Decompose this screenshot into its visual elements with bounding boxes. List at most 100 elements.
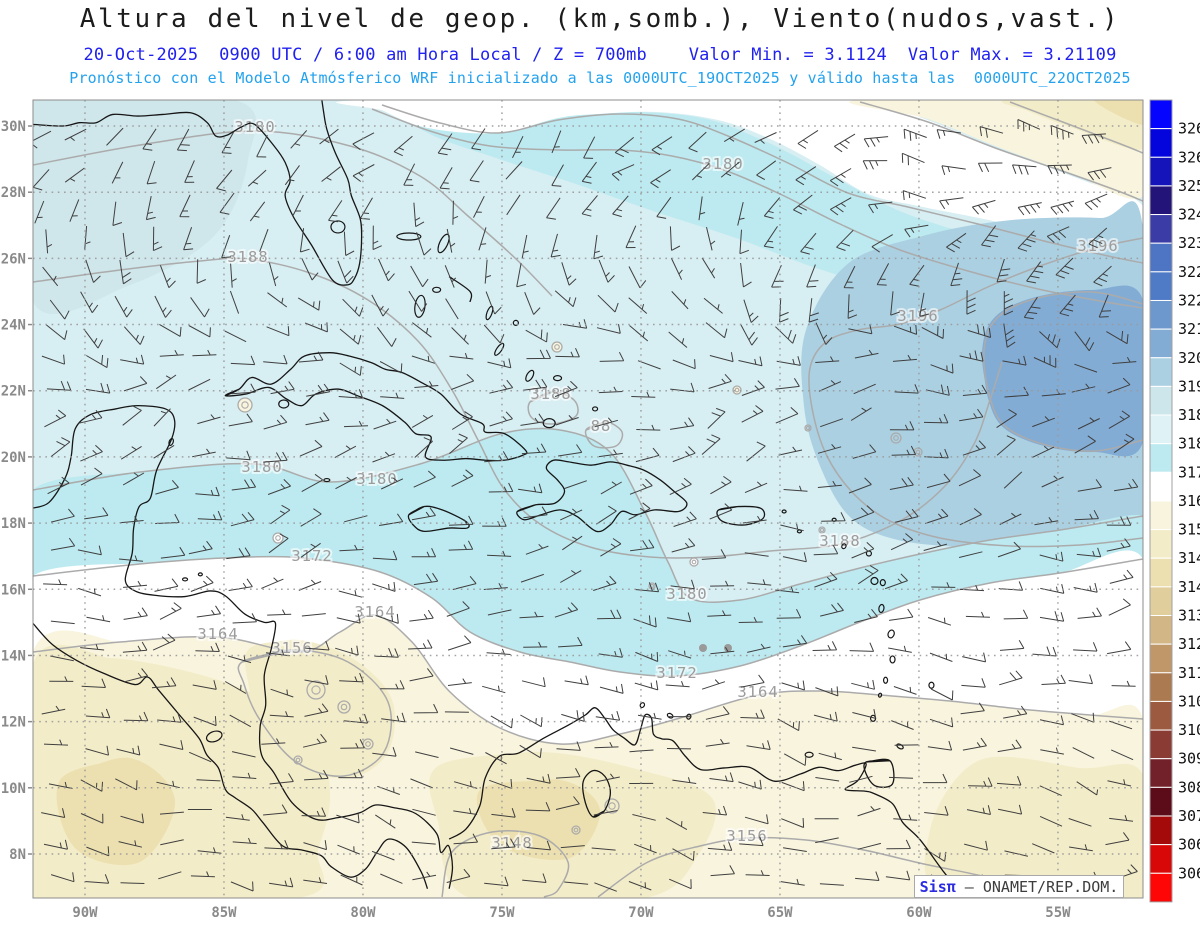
- wind-barb: [411, 547, 437, 558]
- c-3188-main: [33, 257, 1003, 559]
- wind-barb: [85, 745, 109, 756]
- band-3140-3148-ne: [1094, 100, 1143, 125]
- wind-barb: [491, 808, 516, 818]
- wind-barb: [551, 130, 562, 154]
- wind-barb: [739, 836, 764, 847]
- contour-bullseye-core: [691, 559, 697, 565]
- wind-barb: [902, 190, 927, 201]
- wind-barb: [195, 486, 220, 497]
- wind-barb: [746, 740, 771, 750]
- wind-barb: [342, 298, 364, 317]
- wind-barb: [520, 573, 544, 583]
- wind-barb: [197, 510, 223, 521]
- wind-barb: [1084, 193, 1108, 211]
- wind-barb: [633, 615, 657, 628]
- wind-barb: [709, 772, 734, 783]
- wind-barb: [888, 776, 914, 779]
- colorbar-chip-3: [1149, 185, 1173, 216]
- wind-barb: [116, 745, 141, 756]
- colorbar-chip-1: [1149, 128, 1173, 158]
- wind-barb: [1068, 674, 1093, 685]
- island-aruba: [639, 702, 646, 709]
- wind-barb: [781, 781, 805, 792]
- contour-bullseye: [362, 738, 374, 750]
- contour-bullseye-core: [554, 344, 560, 350]
- wind-barb: [996, 776, 1022, 786]
- wind-barb: [941, 165, 966, 176]
- colorbar-chip-15: [1149, 529, 1173, 559]
- wind-barb: [962, 737, 987, 751]
- wind-barb: [958, 469, 982, 487]
- contour-bullseye-core: [573, 827, 579, 833]
- wind-barb: [815, 356, 840, 363]
- wind-barb: [1106, 330, 1129, 345]
- wind-barb: [1047, 164, 1072, 175]
- colorbar-tick-3260: 3260: [1178, 148, 1200, 166]
- colorbar-tick-3244: 3244: [1178, 206, 1200, 224]
- wind-barb: [372, 225, 382, 251]
- wind-barb: [738, 779, 762, 790]
- wind-barb: [122, 472, 145, 486]
- wind-barb: [1074, 435, 1096, 454]
- wind-barb: [196, 259, 207, 284]
- wind-barb: [637, 712, 662, 720]
- wind-barb: [851, 505, 875, 522]
- island-isla-juventud: [278, 399, 290, 409]
- wind-barb: [862, 160, 888, 170]
- wind-barb: [49, 299, 70, 320]
- wind-barb: [263, 451, 288, 463]
- wind-barb: [453, 833, 479, 845]
- wind-barb: [924, 448, 949, 459]
- wind-barb: [950, 262, 963, 287]
- wind-barb: [160, 546, 186, 559]
- wind-barb: [303, 877, 328, 884]
- contour-labels: 3180318031883188319631963180318031803172…: [195, 116, 1119, 854]
- colorbar-chip-10: [1149, 385, 1173, 416]
- island-guadeloupe-w: [870, 576, 879, 586]
- wind-barb: [597, 294, 619, 313]
- wind-barb: [118, 840, 143, 848]
- lat-label-28N: 28N: [1, 185, 26, 201]
- wind-barb: [80, 291, 99, 313]
- wind-barb: [471, 128, 486, 151]
- wind-barb: [710, 865, 735, 877]
- wind-barb: [50, 655, 74, 662]
- wind-barb: [1059, 294, 1076, 317]
- wind-barb: [599, 683, 624, 694]
- colorbar-chip-9: [1149, 357, 1173, 387]
- wind-barb: [783, 485, 808, 492]
- island-guadeloupe-e: [879, 579, 886, 587]
- graticule: [33, 100, 1143, 898]
- wind-barb: [120, 813, 144, 824]
- colorbar-tick-3116: 3116: [1178, 664, 1200, 682]
- wind-barb: [703, 297, 723, 314]
- wind-barb: [813, 545, 839, 556]
- colorbar-chip-19: [1149, 643, 1173, 674]
- wind-barb: [1105, 832, 1130, 846]
- wind-barb: [651, 136, 673, 156]
- wind-barb: [930, 363, 954, 374]
- band-3164-3172-south: [33, 550, 1143, 745]
- wind-barb: [184, 160, 195, 183]
- wind-barb: [598, 449, 623, 458]
- wind-barb: [889, 608, 914, 621]
- wind-barb: [379, 361, 403, 374]
- wind-barb: [999, 512, 1022, 525]
- wind-barb: [1072, 747, 1095, 759]
- wind-barb: [669, 226, 681, 251]
- wind-barb: [812, 641, 838, 651]
- wind-barb: [1068, 818, 1092, 827]
- wind-barb: [1039, 715, 1064, 726]
- wind-barb: [80, 467, 103, 486]
- wind-barb: [439, 167, 453, 190]
- wind-barb: [738, 356, 763, 367]
- wind-barb: [195, 642, 220, 652]
- colorbar-tick-3220: 3220: [1178, 291, 1200, 309]
- wind-barb: [1003, 323, 1016, 348]
- wind-barb: [263, 354, 288, 365]
- wind-barb: [903, 128, 927, 141]
- wind-barb: [437, 133, 453, 156]
- contour-bullseye: [890, 432, 902, 444]
- wind-barb: [267, 292, 288, 308]
